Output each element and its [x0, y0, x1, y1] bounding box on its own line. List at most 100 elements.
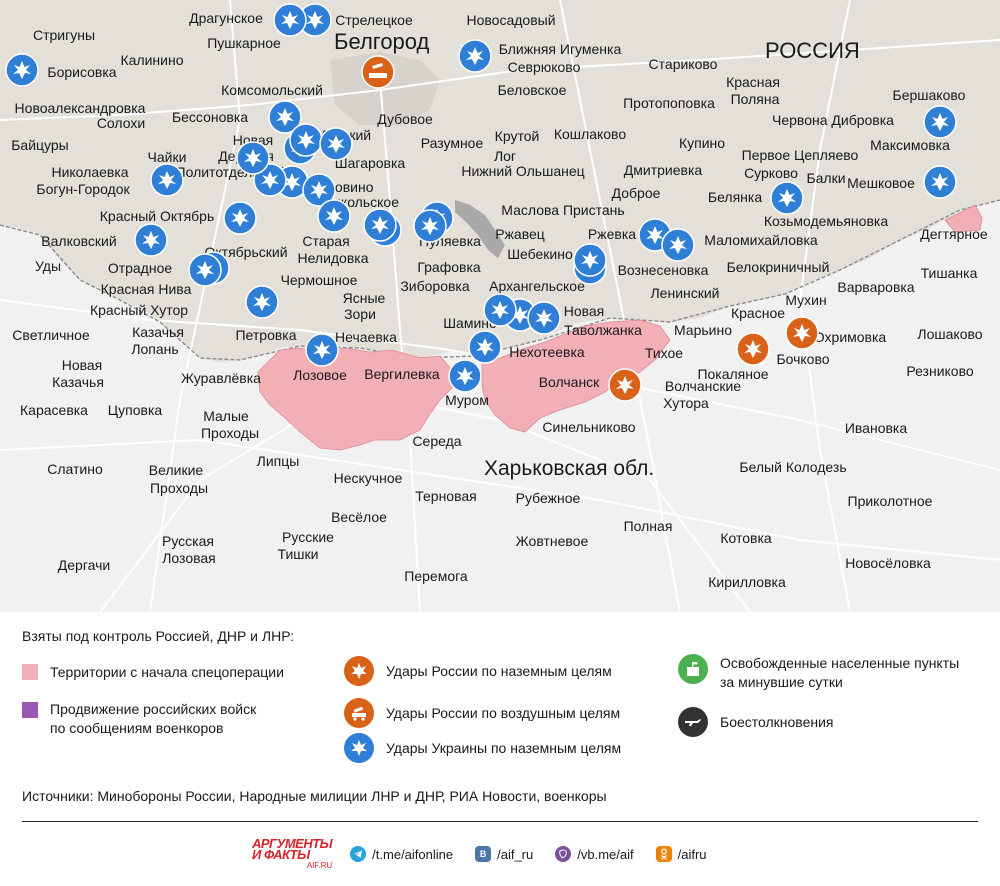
legend-item-liberated: Освобожденные населенные пункты за минув… — [678, 654, 959, 692]
settlement-label: Середа — [412, 433, 461, 449]
settlement-label: Отрадное — [108, 260, 173, 276]
legend-item-ru-air: Удары России по воздушным целям — [344, 698, 620, 728]
settlement-label: Приколотное — [848, 493, 933, 509]
legend-item-territory: Территории с начала спецоперации — [22, 664, 284, 680]
ukraine-strike-icon — [5, 53, 39, 87]
settlement-label: Белокриничный — [727, 259, 830, 275]
settlement-label: Лог — [494, 148, 516, 164]
settlement-label: Новоалександровка — [15, 100, 146, 116]
ukraine-strike-icon — [468, 330, 502, 364]
legend-clashes-label: Боестолкновения — [720, 714, 834, 730]
ukraine-strike-icon — [319, 127, 353, 161]
legend-liberated-label-1: Освобожденные населенные пункты — [720, 655, 960, 671]
missile-launcher-icon — [344, 698, 374, 728]
settlement-label: Малые — [203, 408, 249, 424]
settlement-label: Тишки — [278, 546, 319, 562]
telegram-link[interactable]: /t.me/aifonline — [350, 846, 453, 862]
ukraine-strike-icon — [188, 253, 222, 287]
vk-icon: B — [475, 846, 492, 862]
settlement-label: Байцуры — [11, 137, 69, 153]
settlement-label: Маломихайловка — [704, 232, 818, 248]
settlement-label: Крутой — [495, 128, 540, 144]
building-flag-icon — [678, 654, 708, 684]
settlement-label: Красная — [726, 74, 780, 90]
ukraine-strike-icon — [527, 301, 561, 335]
settlement-label: Красный Хутор — [90, 302, 188, 318]
settlement-label: Тихое — [645, 345, 683, 361]
ukraine-strike-icon — [573, 243, 607, 277]
settlement-label: Новая — [62, 357, 103, 373]
ukraine-strike-icon — [302, 173, 336, 207]
settlement-label: Липцы — [257, 453, 300, 469]
settlement-label: Великие — [149, 462, 204, 478]
settlement-label: Шебекино — [507, 246, 573, 262]
settlement-label: Хутора — [663, 395, 709, 411]
settlement-label: Севрюково — [508, 59, 581, 75]
strike-markers — [5, 3, 957, 402]
controlled-territory-west — [257, 347, 453, 451]
viber-link[interactable]: /vb.me/aif — [555, 846, 634, 862]
settlement-label: Новосёловка — [845, 555, 931, 571]
settlement-label: Волчанск — [539, 374, 600, 390]
settlement-label: Ивановка — [845, 420, 908, 436]
ukraine-strike-icon — [923, 165, 957, 199]
settlement-label: Козьмодемьяновка — [764, 213, 888, 229]
settlement-label: Казачья — [132, 324, 184, 340]
settlement-label: Кирилловка — [708, 574, 786, 590]
settlement-label: Нижний Ольшанец — [461, 163, 584, 179]
ukraine-strike-icon — [273, 3, 307, 37]
settlement-label: Красное — [731, 305, 785, 321]
settlement-labels: Драгунское Стрелецкое Новосадовый Стригуны П… — [11, 10, 988, 590]
settlement-label: Доброе — [612, 185, 661, 201]
vk-link[interactable]: B /aif_ru — [475, 846, 533, 862]
legend-ru-air-label: Удары России по воздушным целям — [386, 705, 621, 721]
settlement-label: Перемога — [404, 568, 468, 584]
ok-link[interactable]: /aifru — [655, 846, 707, 862]
ukraine-strike-icon — [298, 3, 332, 37]
russia-area — [0, 0, 1000, 362]
settlement-label: Нечаевка — [335, 329, 397, 345]
settlement-label: Балки — [806, 170, 845, 186]
settlement-label: Ржавец — [495, 226, 545, 242]
explosion-icon — [344, 733, 374, 763]
settlement-label: Стригуны — [33, 27, 95, 43]
settlement-label: Волчанские — [665, 378, 741, 394]
ukraine-strike-icon — [448, 359, 482, 393]
settlement-label: Зори — [344, 306, 376, 322]
aif-logo[interactable]: АРГУМЕНТЫ И ФАКТЫ AIF.RU — [252, 837, 333, 871]
settlement-label: Первое Цепляево — [742, 147, 859, 163]
settlement-label: Шагаровка — [335, 155, 406, 171]
settlement-label: Белый Колодезь — [739, 459, 846, 475]
settlement-label: Ржевка — [588, 226, 636, 242]
ukraine-strike-icon — [770, 181, 804, 215]
settlement-label: Поляна — [731, 91, 780, 107]
logo-line-3: AIF.RU — [306, 860, 333, 870]
ukraine-strike-icon — [923, 105, 957, 139]
explosion-icon — [344, 656, 374, 686]
ukraine-strike-icon — [236, 141, 270, 175]
advance-swatch — [22, 702, 38, 718]
settlement-label: Нехотеевка — [509, 344, 585, 360]
settlement-label: Белянка — [708, 189, 762, 205]
settlement-label: Протопоповка — [623, 95, 715, 111]
legend-item-ua-ground: Удары Украины по наземным целям — [344, 733, 621, 763]
settlement-label: Дегтярное — [920, 226, 988, 242]
settlement-label: Ясные — [343, 290, 386, 306]
settlement-label: Покаляное — [697, 366, 768, 382]
settlement-label: Рубежное — [516, 490, 581, 506]
settlement-label: Казачья — [52, 374, 104, 390]
settlement-label: Стариково — [649, 56, 718, 72]
settlement-label: Бочково — [776, 351, 829, 367]
settlement-label: Лошаково — [917, 326, 982, 342]
ukraine-strike-icon — [289, 123, 323, 157]
capital-label: Белгород — [334, 29, 430, 54]
sources-text: Источники: Минобороны России, Народные м… — [22, 788, 607, 804]
ukraine-strike-icon — [150, 163, 184, 197]
telegram-icon — [350, 846, 367, 862]
ukraine-strike-icon — [413, 209, 447, 243]
russia-ground-strike-icon — [736, 332, 770, 366]
settlement-label: Карасевка — [20, 402, 88, 418]
settlement-label: Богун-Городок — [36, 181, 130, 197]
settlement-label: Дергачи — [58, 557, 110, 573]
divider — [22, 821, 978, 822]
